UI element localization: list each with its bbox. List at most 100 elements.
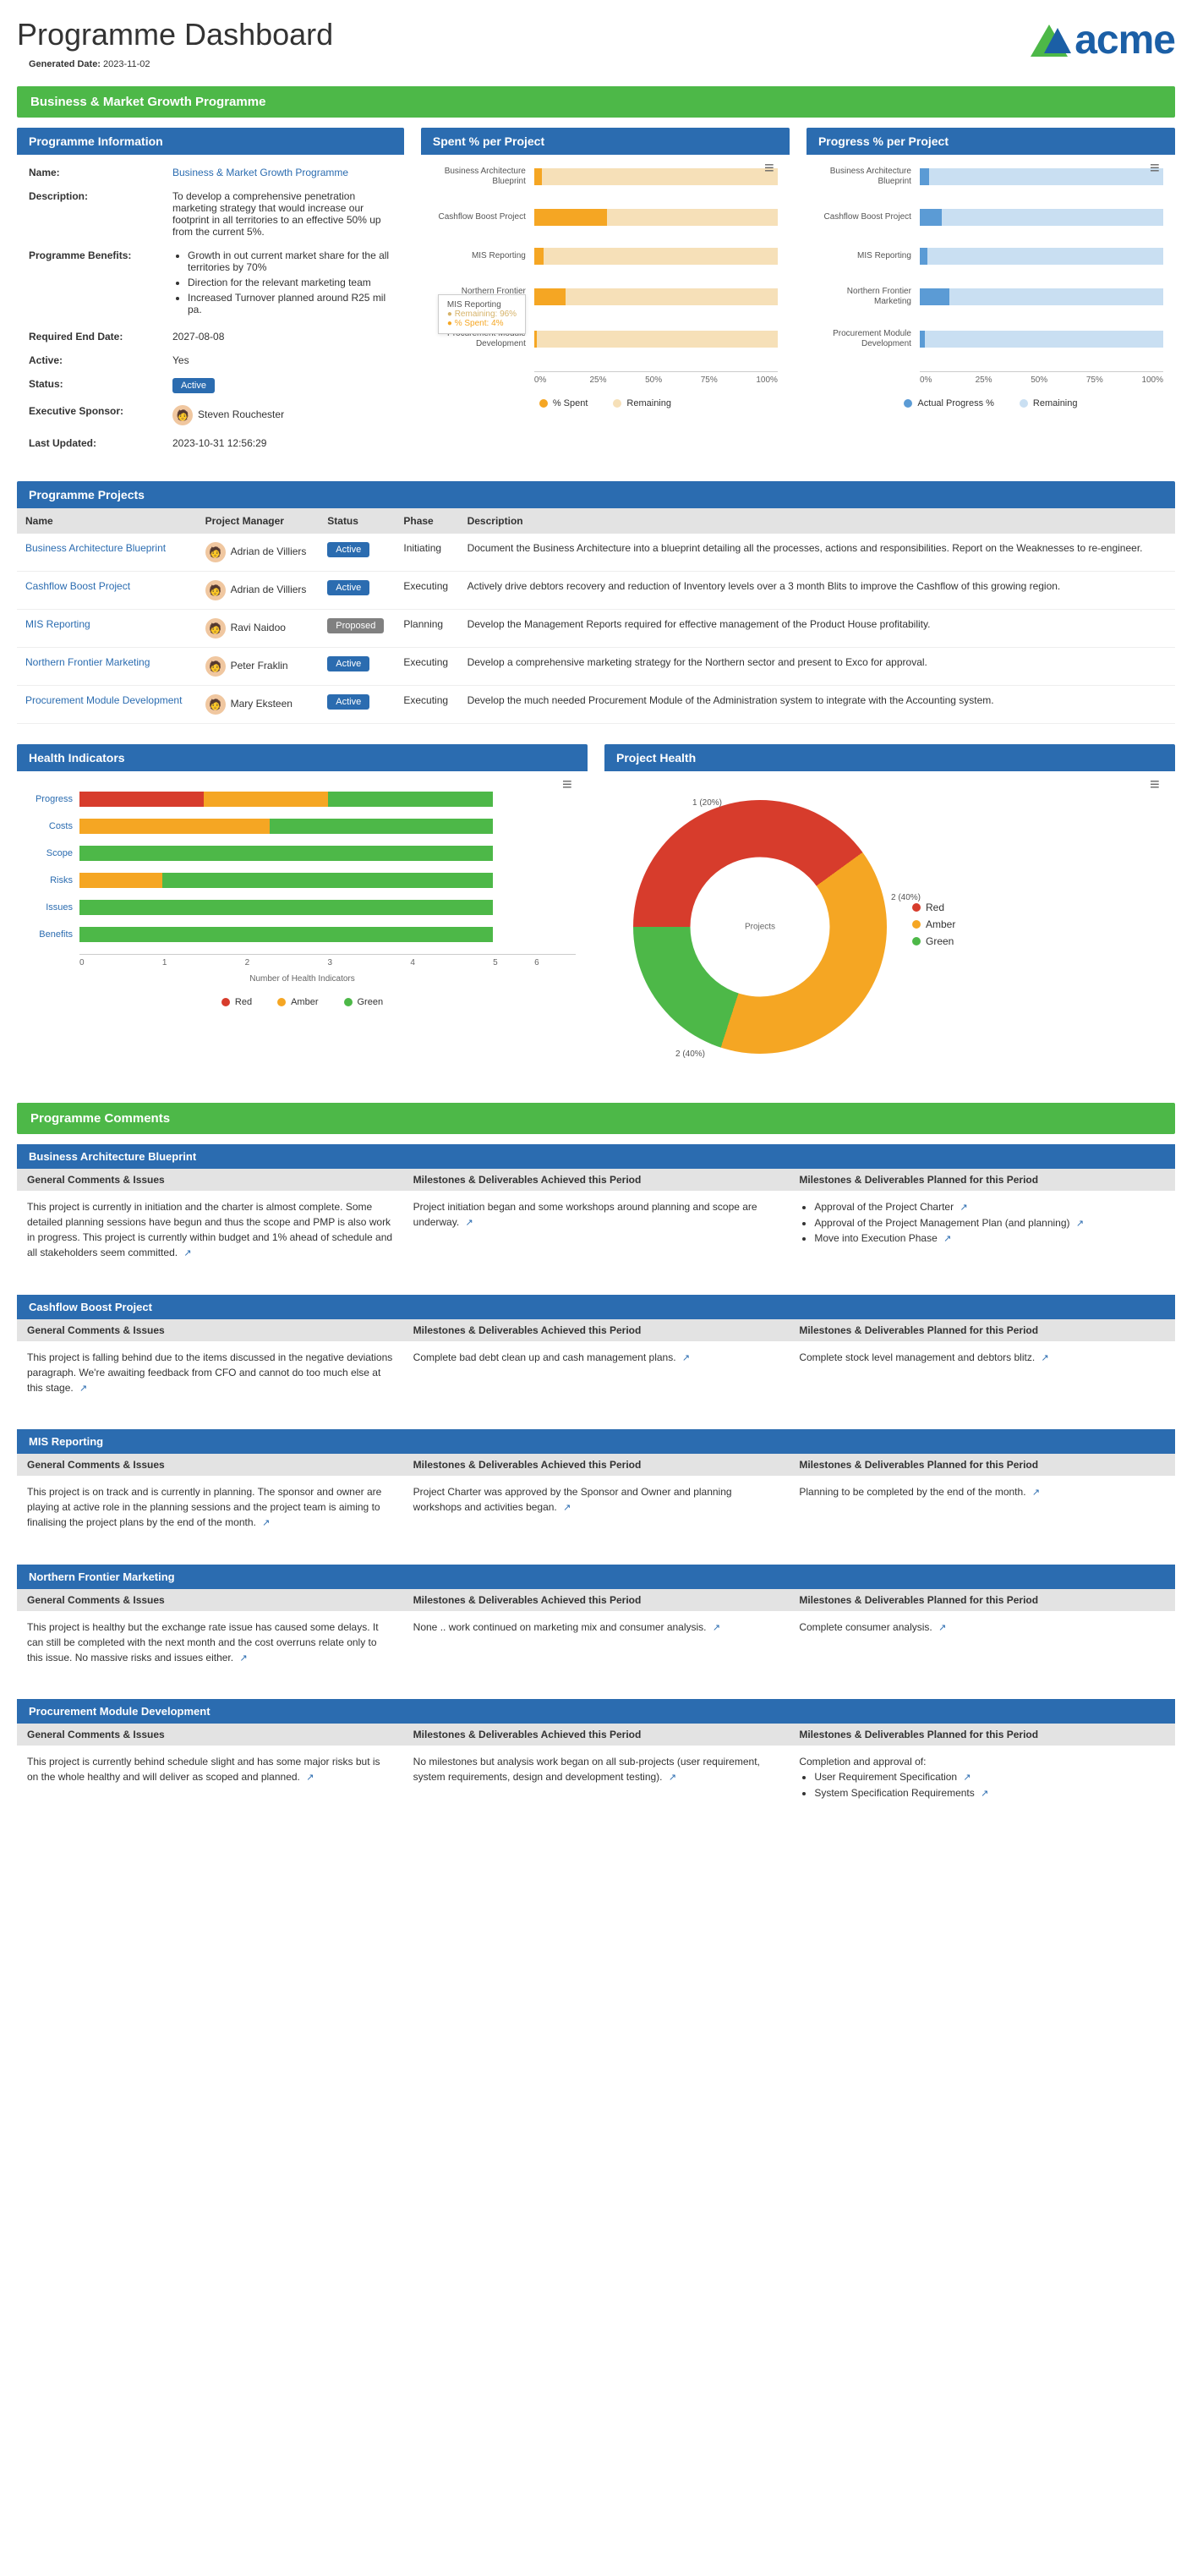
external-link-icon[interactable]: ↗ (183, 1248, 191, 1258)
project-manager-cell: 🧑Mary Eksteen (197, 686, 320, 724)
external-link-icon[interactable]: ↗ (262, 1518, 270, 1528)
comment-block: Northern Frontier MarketingGeneral Comme… (17, 1565, 1175, 1674)
external-link-icon[interactable]: ↗ (669, 1773, 676, 1783)
spent-chart-title: Spent % per Project (421, 128, 790, 155)
comment-col-body: Complete consumer analysis. ↗ (789, 1611, 1175, 1644)
health-row: Scope (29, 846, 576, 861)
comment-col-header: Milestones & Deliverables Achieved this … (403, 1169, 790, 1191)
logo-text: acme (1074, 17, 1175, 63)
external-link-icon[interactable]: ↗ (943, 1234, 951, 1244)
external-link-icon[interactable]: ↗ (306, 1773, 314, 1783)
external-link-icon[interactable]: ↗ (963, 1773, 971, 1783)
project-phase-cell: Initiating (395, 534, 458, 572)
hi-legend-amber: Amber (291, 997, 318, 1007)
table-row[interactable]: Northern Frontier Marketing🧑Peter Frakli… (17, 648, 1175, 686)
status-badge: Active (327, 542, 369, 557)
benefits-list: Growth in out current market share for t… (172, 249, 392, 315)
status-badge: Proposed (327, 618, 384, 633)
health-row: Benefits (29, 927, 576, 942)
spent-legend-1: % Spent (553, 398, 588, 408)
comment-col-body: Project Charter was approved by the Spon… (403, 1476, 790, 1524)
project-name-cell[interactable]: Northern Frontier Marketing (17, 648, 197, 686)
external-link-icon[interactable]: ↗ (938, 1623, 946, 1633)
chart-tooltip: MIS Reporting ● Remaining: 96% ● % Spent… (438, 294, 526, 334)
comment-block: Business Architecture BlueprintGeneral C… (17, 1144, 1175, 1269)
status-badge: Active (327, 656, 369, 671)
bar-row: MIS Reporting (433, 248, 778, 265)
project-manager-cell: 🧑Adrian de Villiers (197, 572, 320, 610)
table-row[interactable]: Procurement Module Development🧑Mary Ekst… (17, 686, 1175, 724)
status-badge: Active (327, 694, 369, 710)
avatar: 🧑 (205, 656, 226, 677)
health-row: Progress (29, 792, 576, 807)
external-link-icon[interactable]: ↗ (1042, 1353, 1049, 1363)
table-row[interactable]: Business Architecture Blueprint🧑Adrian d… (17, 534, 1175, 572)
project-status-cell: Active (319, 534, 395, 572)
slice-label-red: 2 (40%) (891, 893, 921, 902)
external-link-icon[interactable]: ↗ (79, 1384, 87, 1394)
chart-menu-icon[interactable] (764, 163, 781, 177)
project-manager-cell: 🧑Adrian de Villiers (197, 534, 320, 572)
comment-col-header: Milestones & Deliverables Planned for th… (789, 1319, 1175, 1341)
project-status-cell: Proposed (319, 610, 395, 648)
table-row[interactable]: MIS Reporting🧑Ravi NaidooProposedPlannin… (17, 610, 1175, 648)
table-row[interactable]: Cashflow Boost Project🧑Adrian de Villier… (17, 572, 1175, 610)
generated-date-value: 2023-11-02 (103, 59, 150, 69)
external-link-icon[interactable]: ↗ (1076, 1219, 1084, 1229)
benefits-item: Growth in out current market share for t… (188, 249, 392, 273)
bar-row: Cashflow Boost Project (818, 209, 1163, 226)
project-name-cell[interactable]: MIS Reporting (17, 610, 197, 648)
progress-legend-2: Remaining (1033, 398, 1078, 408)
hi-legend-red: Red (235, 997, 252, 1007)
comment-col-header: Milestones & Deliverables Planned for th… (789, 1169, 1175, 1191)
donut-legend-item: Green (912, 935, 955, 947)
project-name-cell[interactable]: Cashflow Boost Project (17, 572, 197, 610)
programme-name-link[interactable]: Business & Market Growth Programme (172, 167, 348, 178)
external-link-icon[interactable]: ↗ (563, 1503, 571, 1513)
health-row: Costs (29, 819, 576, 834)
projects-panel-title: Programme Projects (17, 481, 1175, 508)
bar-row: Business Architecture Blueprint (433, 167, 778, 187)
external-link-icon[interactable]: ↗ (960, 1203, 967, 1213)
bar-row: Cashflow Boost Project (433, 209, 778, 226)
bar-label: MIS Reporting (433, 251, 534, 261)
comment-col-body: Complete bad debt clean up and cash mana… (403, 1341, 790, 1374)
external-link-icon[interactable]: ↗ (981, 1789, 988, 1799)
bar-label: Business Architecture Blueprint (433, 167, 534, 187)
comment-col-body: This project is on track and is currentl… (17, 1476, 403, 1539)
generated-date-label: Generated Date: (17, 59, 101, 69)
avatar: 🧑 (205, 618, 226, 639)
health-row: Risks (29, 873, 576, 888)
info-active-label: Active: (29, 354, 172, 366)
donut-legend: RedAmberGreen (912, 902, 955, 952)
external-link-icon[interactable]: ↗ (682, 1353, 690, 1363)
project-status-cell: Active (319, 648, 395, 686)
external-link-icon[interactable]: ↗ (239, 1653, 247, 1663)
status-badge: Active (327, 580, 369, 595)
project-phase-cell: Executing (395, 572, 458, 610)
comments-bar: Programme Comments (17, 1103, 1175, 1134)
comment-col-body: Approval of the Project Charter ↗Approva… (789, 1191, 1175, 1255)
logo: acme (1031, 17, 1175, 63)
comment-col-body: No milestones but analysis work began on… (403, 1746, 790, 1794)
project-desc-cell: Actively drive debtors recovery and redu… (459, 572, 1175, 610)
chart-menu-icon[interactable] (1150, 163, 1167, 177)
avatar: 🧑 (205, 694, 226, 715)
slice-label-amber: 2 (40%) (675, 1050, 705, 1059)
programme-title-bar: Business & Market Growth Programme (17, 86, 1175, 118)
external-link-icon[interactable]: ↗ (465, 1218, 473, 1228)
bar-label: Northern Frontier Marketing (818, 287, 920, 307)
project-manager-cell: 🧑Ravi Naidoo (197, 610, 320, 648)
project-name-cell[interactable]: Procurement Module Development (17, 686, 197, 724)
comment-col-body: This project is healthy but the exchange… (17, 1611, 403, 1674)
chart-menu-icon[interactable] (562, 780, 579, 793)
projects-table: NameProject ManagerStatusPhaseDescriptio… (17, 508, 1175, 724)
project-name-cell[interactable]: Business Architecture Blueprint (17, 534, 197, 572)
info-updated-label: Last Updated: (29, 437, 172, 449)
bar-label: Business Architecture Blueprint (818, 167, 920, 187)
external-link-icon[interactable]: ↗ (713, 1623, 720, 1633)
bar-label: Cashflow Boost Project (433, 212, 534, 222)
bar-label: Cashflow Boost Project (818, 212, 920, 222)
external-link-icon[interactable]: ↗ (1032, 1488, 1040, 1498)
health-indicators-panel: Health Indicators ProgressCostsScopeRisk… (17, 744, 588, 1082)
